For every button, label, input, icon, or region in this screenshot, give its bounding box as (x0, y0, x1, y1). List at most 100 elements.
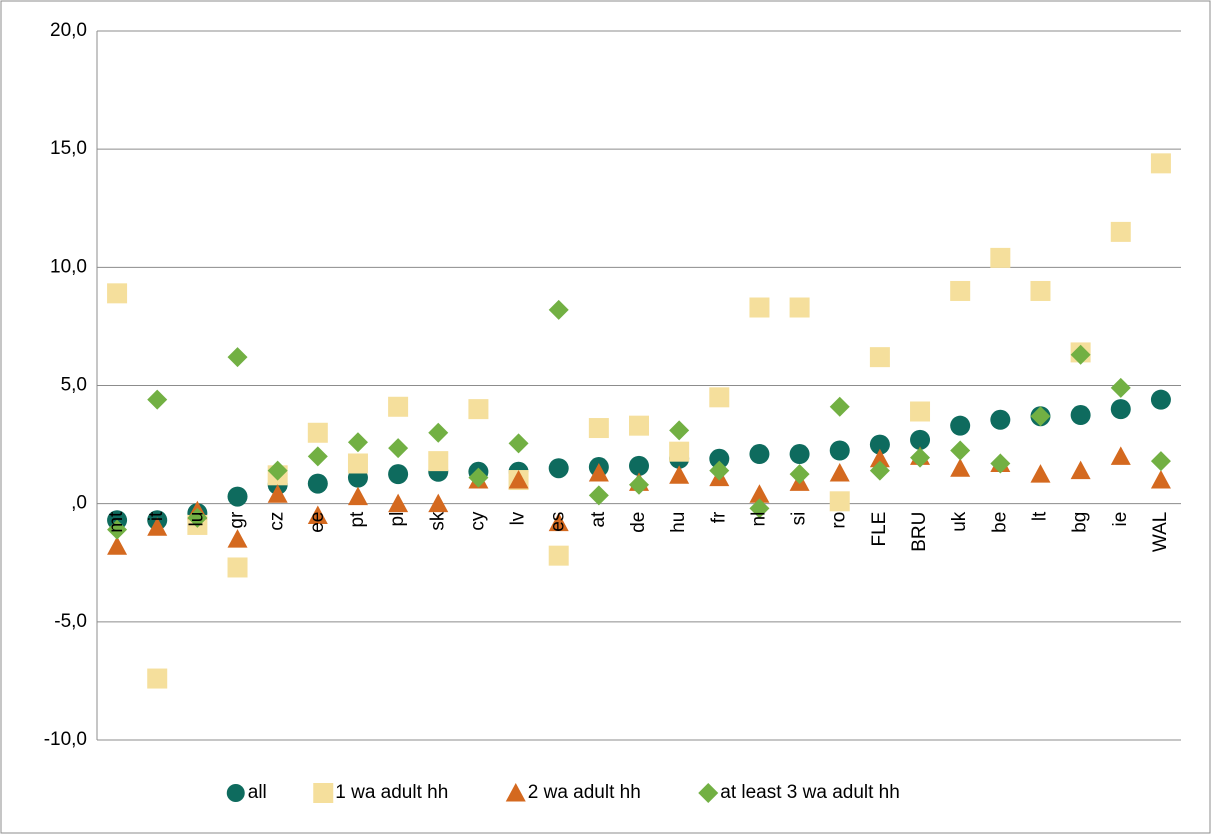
point (307, 422, 328, 443)
x-tick-label: ie (1110, 512, 1131, 527)
point (709, 448, 730, 469)
x-tick-label: ee (307, 512, 328, 533)
point (227, 557, 248, 578)
legend-label: at least 3 wa adult hh (720, 782, 900, 803)
y-tick-label: 10,0 (50, 256, 87, 277)
x-tick-label: WAL (1150, 512, 1171, 552)
point (1030, 280, 1051, 301)
point (829, 462, 850, 482)
point (307, 473, 328, 494)
legend-marker (505, 783, 526, 802)
point (428, 422, 449, 443)
y-tick-label: 5,0 (61, 375, 87, 396)
x-tick-label: pt (347, 511, 368, 528)
x-tick-label: cy (467, 511, 488, 530)
point (1150, 389, 1171, 410)
point (307, 505, 328, 524)
legend-label: all (248, 782, 267, 803)
point (990, 409, 1011, 430)
y-tick-label: -10,0 (44, 729, 87, 750)
point (548, 545, 569, 566)
point (749, 498, 770, 519)
point (588, 462, 609, 482)
x-tick-label: fr (708, 511, 729, 523)
y-tick-label: 15,0 (50, 138, 87, 159)
point (588, 418, 609, 439)
x-tick-label: BRU (909, 512, 930, 552)
point (669, 441, 690, 462)
point (749, 444, 770, 465)
point (227, 347, 248, 368)
point (147, 517, 168, 536)
point (508, 433, 529, 454)
point (829, 491, 850, 512)
point (1070, 344, 1091, 365)
point (227, 529, 248, 548)
point (307, 446, 328, 467)
point (789, 297, 810, 318)
point (789, 464, 810, 485)
point (388, 396, 409, 417)
point (709, 387, 730, 408)
x-tick-label: hu (668, 512, 689, 533)
point (990, 247, 1011, 268)
point (669, 420, 690, 441)
point (267, 484, 288, 503)
point (950, 280, 971, 301)
point (107, 519, 128, 540)
point (1110, 399, 1131, 420)
point (869, 448, 890, 468)
point (1110, 377, 1131, 398)
point (428, 493, 449, 513)
x-tick-label: lv (508, 511, 529, 525)
point (629, 415, 649, 436)
point (910, 447, 931, 468)
point (388, 464, 409, 485)
x-tick-label: ro (829, 512, 850, 529)
point (950, 415, 971, 436)
point (629, 474, 649, 495)
x-tick-label: at (588, 511, 609, 528)
point (468, 467, 489, 488)
x-tick-label: pl (387, 512, 408, 527)
x-tick-label: uk (949, 511, 970, 532)
point (548, 458, 569, 479)
point (468, 399, 489, 420)
legend-marker (698, 783, 719, 803)
point (347, 432, 368, 453)
point (508, 470, 529, 489)
point (709, 460, 730, 481)
x-tick-label: cz (267, 512, 288, 531)
legend-label: 2 wa adult hh (528, 782, 641, 803)
point (1030, 406, 1051, 427)
point (347, 453, 368, 474)
point (1110, 446, 1131, 465)
point (147, 389, 168, 410)
x-tick-label: lt (1029, 511, 1050, 521)
x-tick-label: be (989, 512, 1010, 533)
point (267, 460, 288, 481)
point (588, 485, 609, 506)
x-tick-label: es (548, 512, 569, 532)
point (1030, 464, 1051, 483)
point (347, 486, 368, 506)
x-tick-label: lu (186, 512, 207, 527)
point (990, 453, 1011, 474)
point (629, 455, 649, 476)
point (749, 484, 770, 503)
point (1150, 153, 1171, 174)
x-tick-label: de (628, 512, 649, 533)
point (548, 299, 569, 320)
x-tick-label: mt (106, 511, 127, 533)
point (789, 444, 810, 465)
point (950, 458, 971, 477)
legend-label: 1 wa adult hh (335, 782, 448, 803)
x-tick-label: it (146, 511, 167, 521)
point (107, 283, 128, 304)
point (1110, 221, 1131, 242)
point (187, 507, 208, 528)
point (1150, 451, 1171, 472)
x-tick-label: sk (427, 511, 448, 530)
